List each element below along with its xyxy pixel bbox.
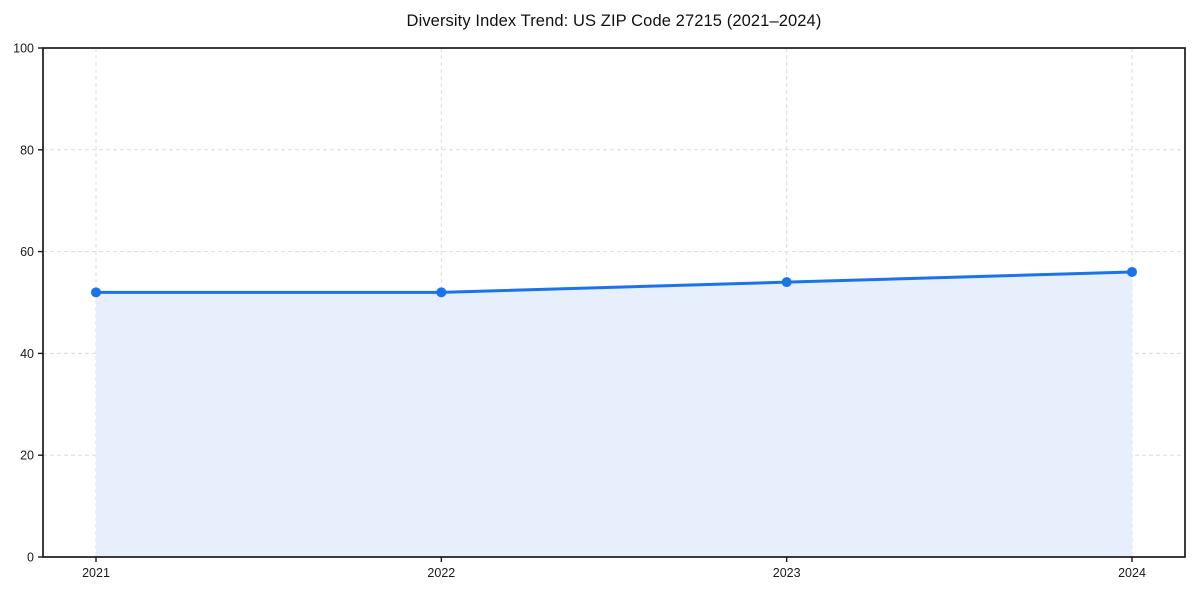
x-tick-label: 2023 — [773, 566, 801, 580]
y-tick-label: 0 — [27, 551, 34, 565]
x-tick-label: 2022 — [427, 566, 455, 580]
x-tick-label: 2021 — [82, 566, 110, 580]
data-point-marker — [1127, 266, 1137, 277]
data-point-marker — [436, 287, 447, 298]
y-tick-label: 100 — [13, 42, 34, 56]
data-point-marker — [781, 277, 792, 288]
y-tick-label: 60 — [20, 245, 34, 259]
y-tick-label: 40 — [20, 347, 34, 361]
y-tick-label: 20 — [20, 449, 34, 463]
x-tick-label: 2024 — [1118, 566, 1146, 580]
plot-border — [42, 47, 1186, 558]
y-tick-label: 80 — [20, 143, 34, 157]
data-point-marker — [91, 287, 101, 298]
area-fill — [96, 271, 1132, 557]
trend-line — [94, 270, 1134, 294]
chart-title: Diversity Index Trend: US ZIP Code 27215… — [406, 12, 822, 30]
